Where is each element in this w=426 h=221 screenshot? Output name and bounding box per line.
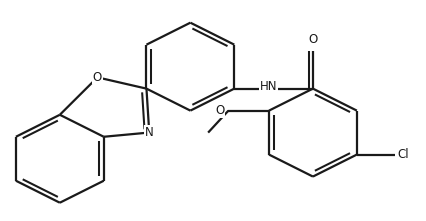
Text: O: O	[308, 33, 317, 46]
Text: N: N	[145, 126, 154, 139]
Text: HN: HN	[260, 80, 277, 93]
Text: O: O	[215, 104, 225, 117]
Text: O: O	[93, 71, 102, 84]
Text: Cl: Cl	[397, 148, 409, 161]
